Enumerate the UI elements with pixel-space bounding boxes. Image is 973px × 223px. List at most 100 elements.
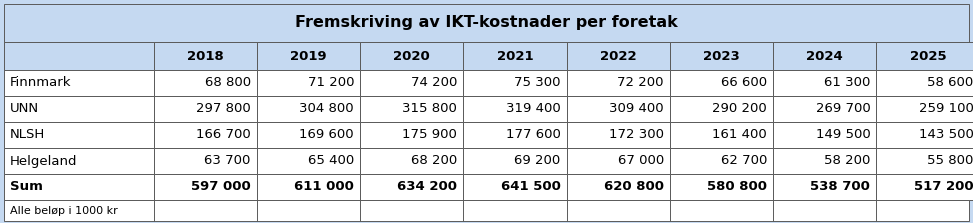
Text: 2021: 2021 [496, 50, 533, 62]
Text: 2023: 2023 [703, 50, 739, 62]
Text: Alle beløp i 1000 kr: Alle beløp i 1000 kr [10, 206, 118, 215]
Text: 149 500: 149 500 [815, 128, 871, 142]
Bar [566, 174, 669, 200]
Bar [360, 122, 463, 148]
Bar [154, 70, 257, 96]
Bar [154, 42, 257, 70]
Text: 315 800: 315 800 [403, 103, 457, 116]
Bar [154, 148, 257, 174]
Bar [774, 96, 877, 122]
Text: NLSH: NLSH [10, 128, 46, 142]
Bar [463, 148, 566, 174]
Bar [154, 174, 257, 200]
Text: Sum: Sum [10, 180, 43, 194]
Bar [566, 96, 669, 122]
Text: UNN: UNN [10, 103, 39, 116]
Text: 58 600: 58 600 [927, 76, 973, 89]
Text: 58 200: 58 200 [824, 155, 871, 167]
Text: 517 200: 517 200 [914, 180, 973, 194]
Bar [877, 96, 973, 122]
Text: 55 800: 55 800 [927, 155, 973, 167]
Bar [257, 174, 360, 200]
Bar [4, 4, 969, 42]
Text: 641 500: 641 500 [501, 180, 560, 194]
Text: 177 600: 177 600 [506, 128, 560, 142]
Text: 580 800: 580 800 [707, 180, 767, 194]
Bar [154, 122, 257, 148]
Bar [463, 96, 566, 122]
Bar [463, 174, 566, 200]
Bar [566, 122, 669, 148]
Bar [4, 174, 154, 200]
Text: 66 600: 66 600 [721, 76, 767, 89]
Bar [774, 148, 877, 174]
Bar [774, 174, 877, 200]
Text: 166 700: 166 700 [197, 128, 251, 142]
Text: 72 200: 72 200 [617, 76, 664, 89]
Text: 290 200: 290 200 [712, 103, 767, 116]
Text: 61 300: 61 300 [824, 76, 871, 89]
Bar [4, 96, 154, 122]
Text: 597 000: 597 000 [191, 180, 251, 194]
Text: 68 200: 68 200 [411, 155, 457, 167]
Bar [774, 122, 877, 148]
Bar [774, 42, 877, 70]
Text: 2018: 2018 [187, 50, 224, 62]
Text: 634 200: 634 200 [397, 180, 457, 194]
Text: 319 400: 319 400 [506, 103, 560, 116]
Text: 2019: 2019 [290, 50, 327, 62]
Bar [774, 70, 877, 96]
Bar [360, 174, 463, 200]
Text: 620 800: 620 800 [604, 180, 664, 194]
Bar [257, 122, 360, 148]
Text: 63 700: 63 700 [204, 155, 251, 167]
Bar [257, 42, 360, 70]
Bar [566, 148, 669, 174]
Text: 62 700: 62 700 [721, 155, 767, 167]
Text: 143 500: 143 500 [919, 128, 973, 142]
Text: 297 800: 297 800 [197, 103, 251, 116]
Text: Fremskriving av IKT-kostnader per foretak: Fremskriving av IKT-kostnader per foreta… [295, 16, 678, 31]
Text: 161 400: 161 400 [712, 128, 767, 142]
Text: 175 900: 175 900 [403, 128, 457, 142]
Text: 309 400: 309 400 [609, 103, 664, 116]
Bar [566, 70, 669, 96]
Text: 69 200: 69 200 [515, 155, 560, 167]
Bar [877, 174, 973, 200]
Bar [4, 122, 154, 148]
Bar [877, 70, 973, 96]
Bar [257, 70, 360, 96]
Bar [669, 96, 774, 122]
Bar [4, 200, 969, 221]
Text: 2022: 2022 [600, 50, 636, 62]
Bar [669, 70, 774, 96]
Text: Helgeland: Helgeland [10, 155, 78, 167]
Bar [360, 96, 463, 122]
Text: 169 600: 169 600 [300, 128, 354, 142]
Bar [257, 148, 360, 174]
Text: 2024: 2024 [807, 50, 844, 62]
Bar [360, 148, 463, 174]
Text: 74 200: 74 200 [411, 76, 457, 89]
Bar [4, 148, 154, 174]
Bar [877, 148, 973, 174]
Text: 538 700: 538 700 [811, 180, 871, 194]
Text: 259 100: 259 100 [919, 103, 973, 116]
Text: Finnmark: Finnmark [10, 76, 71, 89]
Bar [154, 96, 257, 122]
Bar [877, 42, 973, 70]
Text: 67 000: 67 000 [618, 155, 664, 167]
Bar [669, 122, 774, 148]
Text: 68 800: 68 800 [204, 76, 251, 89]
Bar [360, 42, 463, 70]
Bar [4, 70, 154, 96]
Bar [669, 42, 774, 70]
Text: 2025: 2025 [910, 50, 947, 62]
Text: 2020: 2020 [393, 50, 430, 62]
Text: 611 000: 611 000 [294, 180, 354, 194]
Bar [360, 70, 463, 96]
Bar [463, 42, 566, 70]
Text: 304 800: 304 800 [300, 103, 354, 116]
Text: 75 300: 75 300 [514, 76, 560, 89]
Bar [463, 122, 566, 148]
